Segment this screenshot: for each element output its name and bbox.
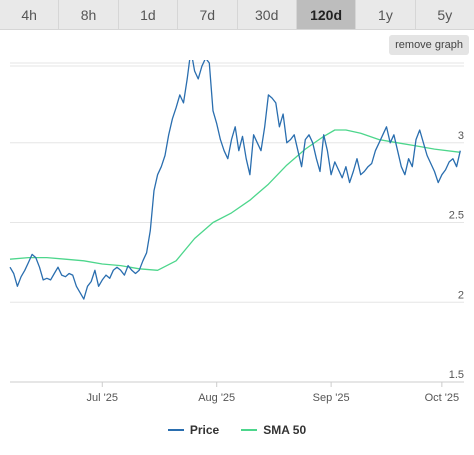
price-chart: 3.5 3 2.5 2 1.5 Jul '25 Aug '25 Sep '25 Oct '25	[9, 49, 464, 404]
x-tick-label: Aug '25	[198, 392, 235, 404]
legend-item-price[interactable]: Price	[167, 423, 220, 437]
chart-legend: Price SMA 50	[0, 420, 474, 440]
sma-50-line	[9, 129, 461, 271]
tab-1y[interactable]: 1y	[356, 0, 416, 29]
y-tick-label: 3	[458, 130, 464, 142]
legend-swatch-price	[167, 429, 184, 431]
tab-1d[interactable]: 1d	[119, 0, 179, 29]
legend-label-price: Price	[189, 423, 220, 437]
x-tick-label: Sep '25	[313, 392, 350, 404]
y-tick-label: 1.5	[449, 369, 464, 381]
y-tick-label: 2.5	[449, 210, 464, 222]
tab-5y[interactable]: 5y	[437, 7, 453, 23]
legend-label-sma: SMA 50	[263, 423, 307, 437]
remove-graph-button[interactable]: remove graph	[389, 35, 469, 55]
tab-30d[interactable]: 30d	[238, 0, 297, 29]
tab-4h[interactable]: 4h	[0, 0, 60, 29]
legend-item-sma[interactable]: SMA 50	[241, 423, 306, 437]
y-tick-label: 2	[458, 289, 464, 301]
price-line	[9, 49, 461, 300]
timeframe-tabs: 4h 8h 1d 7d 30d 120d 1y 5y	[0, 0, 474, 30]
x-tick-label: Jul '25	[87, 392, 118, 404]
y-tick-label: 3.5	[449, 60, 464, 62]
chart-area: 3.5 3 2.5 2 1.5 Jul '25 Aug '25 Sep '25 Oct '25	[0, 49, 474, 410]
x-tick-label: Oct '25	[425, 392, 460, 404]
tab-120d[interactable]: 120d	[296, 0, 357, 29]
tab-7d[interactable]: 7d	[178, 0, 238, 29]
tab-8h[interactable]: 8h	[59, 0, 119, 29]
legend-swatch-sma	[241, 429, 258, 431]
